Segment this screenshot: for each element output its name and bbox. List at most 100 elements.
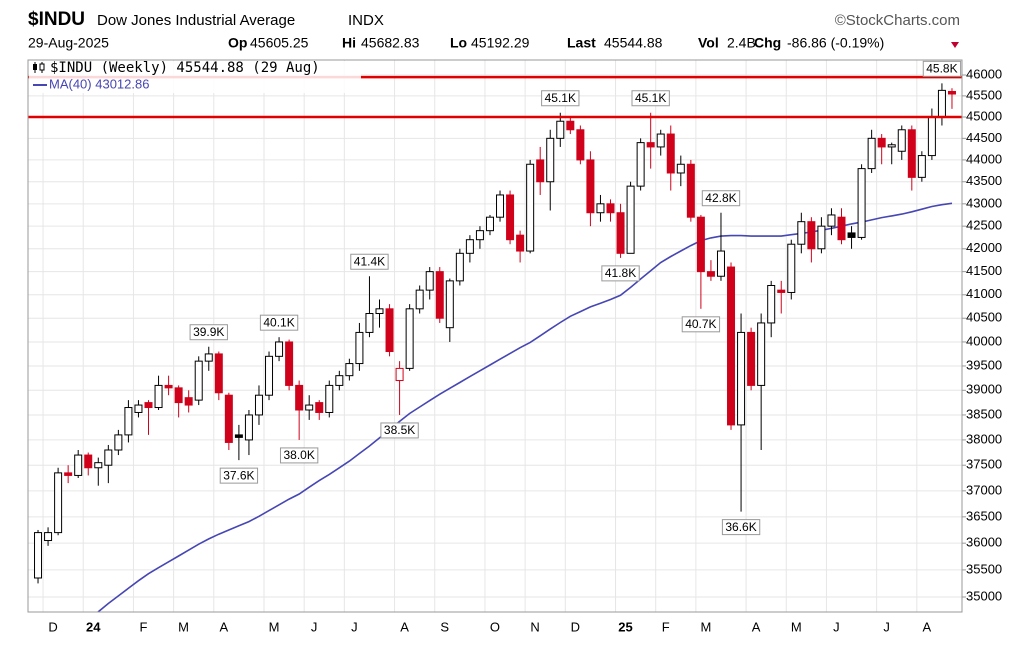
candle-body <box>947 90 956 95</box>
y-tick-label: 35500 <box>966 561 1002 576</box>
x-tick-label: M <box>269 619 280 634</box>
x-tick-label: M <box>178 619 189 634</box>
annotation-label: 39.9K <box>193 325 224 339</box>
legend-icon <box>39 63 45 71</box>
x-tick-label: A <box>922 619 931 634</box>
candle-body <box>325 384 334 413</box>
x-tick-label: J <box>311 619 318 634</box>
y-tick-label: 37000 <box>966 482 1002 497</box>
candle-body <box>375 308 384 315</box>
annotation-box <box>350 253 389 270</box>
candle-body <box>54 472 63 534</box>
x-tick-label: D <box>571 619 580 634</box>
candle-body <box>626 185 635 254</box>
candle-body <box>345 363 354 377</box>
legend-icon <box>33 64 37 70</box>
candle-body <box>214 353 223 394</box>
candle-body <box>797 221 806 245</box>
candle-body <box>897 129 906 152</box>
x-tick-label: S <box>440 619 449 634</box>
candle-body <box>395 367 404 382</box>
change-arrow <box>951 42 959 48</box>
annotation-label: 45.8K <box>926 62 957 76</box>
candle-body <box>365 313 374 333</box>
candle-body <box>606 203 615 214</box>
y-tick-label: 46000 <box>966 66 1002 81</box>
candle-body <box>706 271 715 277</box>
candle-body <box>877 137 886 148</box>
candle-body <box>74 454 83 476</box>
annotation-label: 42.8K <box>705 191 736 205</box>
x-tick-label: A <box>219 619 228 634</box>
x-tick-label: F <box>139 619 147 634</box>
annotation-label: 38.0K <box>283 448 314 462</box>
candle-body <box>596 203 605 214</box>
candle-body <box>556 120 565 139</box>
legend-label: MA(40) 43012.86 <box>49 76 149 91</box>
candle-body <box>586 159 595 214</box>
legend-label: $INDU (Weekly) 45544.88 (29 Aug) <box>50 60 320 76</box>
candle-body <box>104 449 113 466</box>
candle-body <box>34 532 43 579</box>
candle-body <box>254 394 263 416</box>
candle-body <box>787 243 796 293</box>
y-tick-label: 36000 <box>966 535 1002 550</box>
annotation-label: 36.6K <box>725 520 756 534</box>
candle-body <box>546 137 555 183</box>
y-tick-label: 35000 <box>966 588 1002 603</box>
y-tick-label: 41000 <box>966 286 1002 301</box>
candle-body <box>847 232 856 238</box>
candle-body <box>174 387 183 404</box>
legend-box <box>29 61 361 93</box>
candle-body <box>224 394 233 443</box>
annotation-box <box>681 316 721 333</box>
grid <box>28 60 962 612</box>
candle-body <box>747 331 756 386</box>
annotation-box <box>219 467 259 484</box>
candle-body <box>516 234 525 252</box>
candle-body <box>827 214 836 227</box>
plot-frame <box>27 59 963 613</box>
x-tick-label: J <box>351 619 358 634</box>
credit: ©StockCharts.com <box>835 12 960 29</box>
stat-label: Lo <box>450 35 467 51</box>
candle-body <box>465 239 474 254</box>
candle-body <box>124 407 133 436</box>
candle-body <box>315 402 324 413</box>
candle-body <box>194 360 203 401</box>
candle-body <box>767 284 776 324</box>
stat-value: 45192.29 <box>471 35 530 51</box>
candle-body <box>455 252 464 282</box>
y-tick-label: 40500 <box>966 310 1002 325</box>
candle-body <box>656 133 665 148</box>
chart-subtitle: Dow Jones Industrial Average <box>97 12 295 29</box>
candle-body <box>716 250 725 277</box>
candle-body <box>496 194 505 218</box>
y-tick-label: 38500 <box>966 406 1002 421</box>
candle-body <box>204 353 213 362</box>
x-tick-label: N <box>530 619 539 634</box>
y-tick-label: 39000 <box>966 382 1002 397</box>
y-tick-label: 45500 <box>966 87 1002 102</box>
candle-body <box>305 404 314 411</box>
chart-title: $INDU <box>28 9 85 30</box>
candle-body <box>867 137 876 170</box>
y-tick-label: 40000 <box>966 333 1002 348</box>
stat-value: 45605.25 <box>250 35 309 51</box>
y-tick-label: 42000 <box>966 240 1002 255</box>
candle-body <box>385 308 394 353</box>
candle-body <box>757 322 766 386</box>
candle-body <box>917 155 926 178</box>
candle-body <box>475 230 484 241</box>
annotation-box <box>259 314 299 331</box>
annotation-label: 41.4K <box>354 254 385 268</box>
candle-body <box>817 225 826 250</box>
y-tick-label: 42500 <box>966 218 1002 233</box>
candle-body <box>777 289 786 293</box>
annotation-box <box>380 422 419 439</box>
x-tick-label: F <box>662 619 670 634</box>
axes: 35000 35500 36000 36500 37000 37500 38000 38500… <box>48 66 1002 634</box>
stat-label: Hi <box>342 35 356 51</box>
candle-body <box>686 163 695 218</box>
candle-body <box>295 384 304 411</box>
